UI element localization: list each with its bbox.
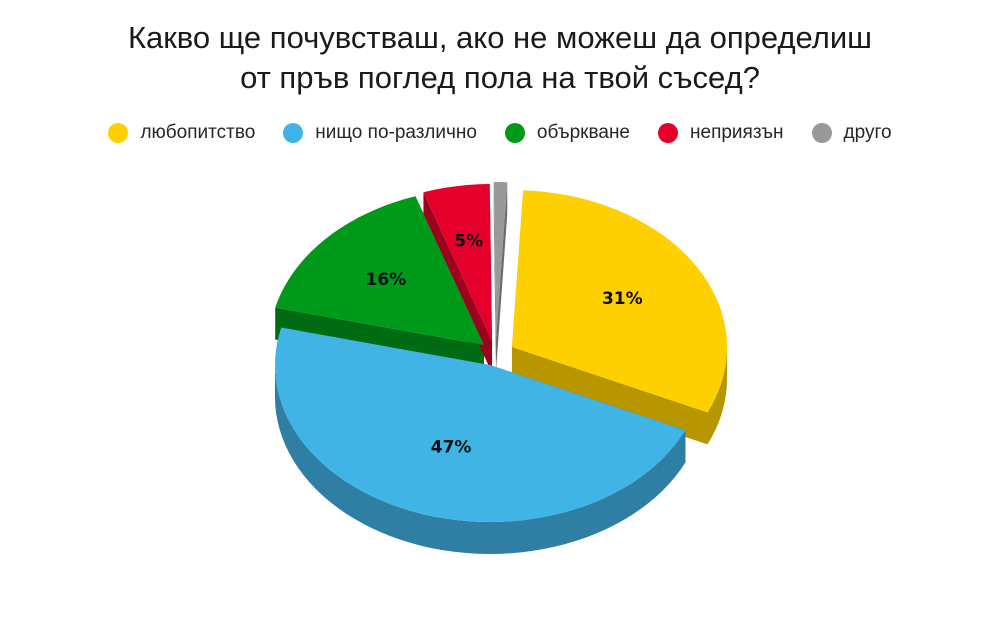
pie-slice-dislike — [423, 184, 492, 341]
legend-label-dislike: неприязън — [690, 122, 784, 143]
pie-rim-curiosity-0 — [707, 347, 727, 445]
chart-title-line-2: от пръв поглед пола на твой съсед? — [240, 60, 760, 95]
pie-label-nothing-different: 47% — [431, 438, 472, 458]
legend-label-curiosity: любопитство — [140, 122, 256, 143]
pie-slice-nothing-different — [275, 327, 686, 522]
pie-slice-other — [493, 182, 508, 339]
legend-item-dislike: неприязън — [658, 122, 784, 144]
legend-dot-other — [811, 123, 832, 143]
legend-item-nothing-different: нищо по-различно — [283, 122, 477, 144]
legend-dot-dislike — [658, 123, 679, 143]
pie-data-labels: 31% 47% 16% 5% — [366, 231, 643, 457]
pie-label-curiosity: 31% — [602, 289, 643, 309]
legend-label-nothing-different: нищо по-различно — [315, 122, 477, 143]
legend-dot-curiosity — [108, 123, 129, 143]
pie-wall-curiosity-1 — [512, 347, 708, 445]
legend-item-curiosity: любопитство — [108, 122, 255, 144]
pie-wall-other-0 — [493, 182, 496, 371]
pie-wall-other-1 — [496, 182, 508, 371]
legend-label-confusion: объркване — [536, 122, 631, 143]
chart-title-line-1: Какво ще почувстваш, ако не можеш да опр… — [127, 20, 873, 55]
pie-rim-nothing-different-0 — [275, 365, 686, 554]
legend-item-other: друго — [811, 122, 892, 144]
legend-dot-nothing-different — [283, 123, 304, 143]
chart-title: Какво ще почувстваш, ако не можеш да опр… — [0, 18, 1000, 98]
legend-item-confusion: объркване — [504, 122, 631, 144]
legend-dot-confusion — [504, 123, 525, 143]
pie-slice-confusion — [275, 196, 484, 345]
pie-top-faces — [275, 182, 727, 522]
pie-slice-curiosity — [512, 190, 727, 413]
pie-label-confusion: 16% — [366, 270, 407, 290]
pie-label-dislike: 5% — [454, 231, 483, 251]
chart-legend: любопитство нищо по-различно объркване н… — [0, 122, 1000, 144]
legend-label-other: друго — [843, 122, 892, 143]
